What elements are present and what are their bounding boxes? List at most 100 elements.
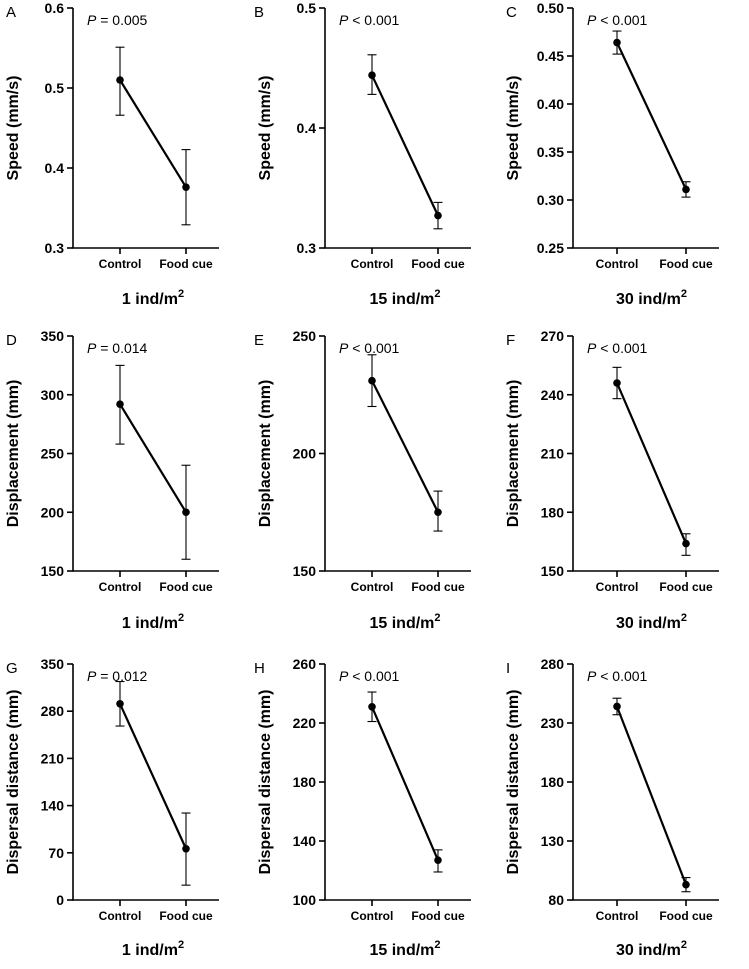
panel-c-y-axis-label: Speed (mm/s): [505, 76, 522, 181]
panel-c-p-value: P < 0.001: [587, 12, 648, 28]
panel-f-x-tick-label-control: Control: [596, 580, 639, 594]
panel-b-y-tick-label: 0.3: [297, 240, 317, 256]
panel-d-density-label-base: 1 ind/m: [122, 615, 178, 632]
panel-h-p-value: P < 0.001: [339, 668, 400, 684]
panel-h-density-label: 15 ind/m2: [369, 939, 440, 959]
panel-f-y-tick-label: 240: [541, 387, 565, 403]
panel-f-y-tick-label: 150: [541, 563, 565, 579]
panel-d-y-tick-label: 300: [41, 387, 65, 403]
panel-i-p-value: P < 0.001: [587, 668, 648, 684]
panel-e-y-axis-label: Displacement (mm): [257, 380, 274, 528]
panel-i-p-value-symbol: P: [587, 668, 597, 684]
panel-g-y-tick-label: 140: [41, 798, 65, 814]
panel-d-x-tick-label-food-cue: Food cue: [159, 580, 213, 594]
panel-c-y-tick-label: 0.30: [537, 192, 564, 208]
panel-i-y-tick-label: 180: [541, 774, 565, 790]
panel-d-data-point-control: [116, 400, 124, 408]
panel-b-y-tick-label: 0.5: [297, 0, 317, 16]
panel-a-x-tick-label-control: Control: [99, 257, 142, 271]
panel-f-data-point-control: [613, 379, 621, 387]
panel-a-data-point-food-cue: [182, 183, 190, 191]
panel-c-x-tick-label-food-cue: Food cue: [659, 257, 713, 271]
panel-h-letter: H: [254, 660, 265, 677]
panel-g-p-value: P = 0.012: [87, 668, 148, 684]
panel-c-series-line: [616, 42, 687, 190]
panel-c-density-label-base: 30 ind/m: [616, 291, 681, 308]
panel-g-y-tick-label: 350: [41, 656, 65, 672]
panel-d-p-value: P = 0.014: [87, 340, 148, 356]
panel-h-y-tick-label: 100: [293, 892, 317, 908]
panel-i-letter: I: [506, 660, 510, 677]
panel-g-y-tick-label: 0: [56, 892, 64, 908]
panel-b-x-tick-label-food-cue: Food cue: [411, 257, 465, 271]
panel-h-y-tick-label: 140: [293, 833, 317, 849]
panel-h-data-point-food-cue: [434, 856, 442, 864]
panel-d-p-value-symbol: P: [87, 340, 97, 356]
panel-f-p-value-symbol: P: [587, 340, 597, 356]
panel-h-p-value-text: < 0.001: [348, 668, 399, 684]
panel-b-y-axis-label: Speed (mm/s): [257, 76, 274, 181]
panel-f-p-value: P < 0.001: [587, 340, 648, 356]
panel-g-x-tick-label-control: Control: [99, 909, 142, 923]
panel-d-y-tick-label: 350: [41, 328, 65, 344]
panel-i-p-value-text: < 0.001: [596, 668, 647, 684]
panel-f-letter: F: [506, 332, 515, 349]
panel-d-y-tick-label: 150: [41, 563, 65, 579]
panel-e-p-value: P < 0.001: [339, 340, 400, 356]
panel-c-data-point-control: [613, 38, 621, 47]
panel-g-x-tick-label-food-cue: Food cue: [159, 909, 213, 923]
panel-d-y-tick-label: 250: [41, 446, 65, 462]
panel-h-y-tick-label: 180: [293, 774, 317, 790]
panel-e-data-point-food-cue: [434, 508, 442, 517]
panel-h-y-tick-label: 220: [293, 715, 317, 731]
panel-d-y-tick-label: 200: [41, 504, 65, 520]
panel-a-density-label-sup: 2: [178, 288, 184, 300]
panel-g-y-axis-label: Dispersal distance (mm): [5, 690, 22, 875]
panel-f-density-label: 30 ind/m2: [616, 612, 687, 632]
panel-a-density-label: 1 ind/m2: [122, 288, 184, 308]
panel-c-density-label: 30 ind/m2: [616, 288, 687, 308]
panel-i-x-tick-label-control: Control: [596, 909, 639, 923]
panel-d-data-point-food-cue: [182, 508, 190, 517]
panel-d-density-label-sup: 2: [178, 612, 184, 624]
panel-a-p-value: P = 0.005: [87, 12, 148, 28]
panel-c-y-tick-label: 0.50: [537, 0, 564, 16]
panel-h-y-tick-label: 260: [293, 656, 317, 672]
panel-g-density-label: 1 ind/m2: [122, 939, 184, 959]
panel-b-series-line: [371, 74, 439, 217]
panel-g-density-label-sup: 2: [178, 939, 184, 951]
panel-h-x-tick-label-food-cue: Food cue: [411, 909, 465, 923]
panel-i-x-tick-label-food-cue: Food cue: [659, 909, 713, 923]
panel-e-p-value-text: < 0.001: [348, 340, 399, 356]
panel-a-letter: A: [6, 4, 16, 21]
panel-i-y-tick-label: 80: [548, 892, 564, 908]
panel-b-p-value: P < 0.001: [339, 12, 400, 28]
panel-d-x-tick-label-control: Control: [99, 580, 142, 594]
panel-i-y-tick-label: 230: [541, 715, 565, 731]
panel-b-p-value-text: < 0.001: [348, 12, 399, 28]
panel-e-y-tick-label: 150: [293, 563, 317, 579]
panel-f-y-axis-label: Displacement (mm): [505, 380, 522, 528]
panel-h-x-tick-label-control: Control: [351, 909, 394, 923]
panel-f-y-tick-label: 270: [541, 328, 565, 344]
panel-c-p-value-symbol: P: [587, 12, 597, 28]
panel-a-p-value-text: = 0.005: [96, 12, 147, 28]
panel-g-letter: G: [6, 660, 18, 677]
panel-a-y-tick-label: 0.5: [45, 80, 65, 96]
panel-a-data-point-control: [116, 76, 124, 84]
panel-f-y-tick-label: 210: [541, 446, 565, 462]
panel-i-data-point-food-cue: [682, 880, 690, 889]
panel-b-density-label-sup: 2: [434, 288, 440, 300]
panel-d-y-axis-label: Displacement (mm): [5, 380, 22, 528]
panel-i-y-axis-label: Dispersal distance (mm): [505, 690, 522, 875]
panel-g-p-value-text: = 0.012: [96, 668, 147, 684]
panel-a-y-tick-label: 0.6: [45, 0, 65, 16]
panel-e-series-line: [371, 380, 439, 513]
panel-c-p-value-text: < 0.001: [596, 12, 647, 28]
panel-a-series-line: [119, 79, 187, 188]
panel-e-letter: E: [254, 332, 264, 349]
panel-h-p-value-symbol: P: [339, 668, 349, 684]
panel-d-density-label: 1 ind/m2: [122, 612, 184, 632]
panel-g-density-label-base: 1 ind/m: [122, 942, 178, 959]
